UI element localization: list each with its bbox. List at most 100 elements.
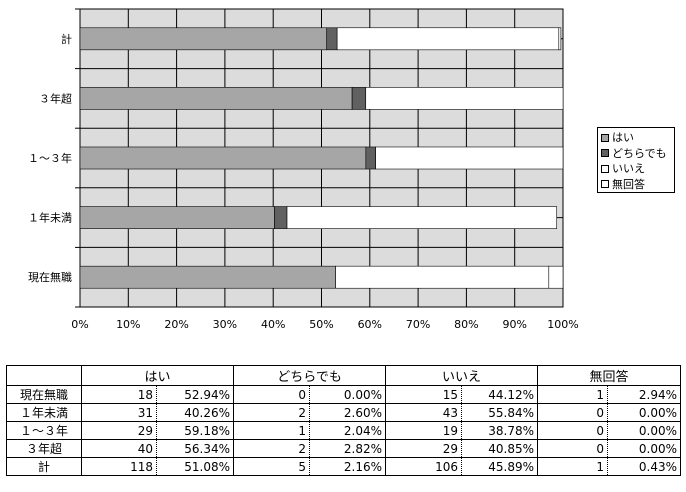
percent-cell: 52.94% [155, 385, 235, 404]
x-tick-label: 20% [164, 318, 188, 331]
x-tick-label: 50% [309, 318, 333, 331]
count-cell: 0 [233, 385, 310, 404]
count-cell: 31 [81, 403, 157, 422]
count-cell: 0 [537, 403, 608, 422]
x-tick-label: 60% [358, 318, 382, 331]
table-row: 現在無職 18 52.94% 0 0.00% 15 44.12% 1 2.94% [6, 385, 682, 404]
legend-swatch-no [601, 164, 609, 173]
bar-segment-3-1 [274, 206, 288, 229]
legend-label-no-answer: 無回答 [612, 177, 645, 191]
bar-segment-0-3 [558, 27, 562, 51]
row-label: １～３年 [6, 421, 82, 440]
x-tick-label: 90% [502, 318, 526, 331]
percent-cell: 56.34% [155, 439, 235, 458]
percent-cell: 45.89% [461, 457, 539, 476]
count-cell: 1 [537, 385, 608, 404]
bar-segment-2-2 [375, 146, 564, 170]
count-cell: 40 [81, 439, 157, 458]
header-no: いいえ [385, 365, 539, 386]
percent-cell: 40.26% [155, 403, 235, 422]
percent-cell: 0.00% [607, 403, 682, 422]
legend-swatch-yes [601, 133, 609, 142]
bar-segment-2-1 [365, 146, 376, 170]
table-header-row: はい どちらでも いいえ 無回答 [6, 365, 682, 386]
count-cell: 1 [233, 421, 310, 440]
count-cell: 43 [385, 403, 462, 422]
bar-segment-0-1 [326, 27, 338, 51]
y-tick-label: １～３年 [28, 151, 72, 165]
bar-segment-1-0 [79, 87, 353, 110]
table-row: １年未満 31 40.26% 2 2.60% 43 55.84% 0 0.00% [6, 403, 682, 422]
count-cell: 29 [81, 421, 157, 440]
legend-label-neutral: どちらでも [612, 146, 667, 160]
legend-label-yes: はい [612, 131, 634, 145]
row-label: １年未満 [6, 403, 82, 422]
legend-swatch-no-answer [601, 180, 609, 189]
count-cell: 1 [537, 457, 608, 476]
header-no-answer: 無回答 [537, 365, 682, 386]
bar-segment-0-2 [336, 27, 560, 51]
percent-cell: 38.78% [461, 421, 539, 440]
percent-cell: 0.00% [607, 421, 682, 440]
row-label: 計 [6, 457, 82, 476]
percent-cell: 2.60% [309, 403, 387, 422]
y-tick-marks [75, 8, 80, 308]
x-tick-label: 0% [71, 318, 88, 331]
percent-cell: 0.43% [607, 457, 682, 476]
count-cell: 2 [233, 403, 310, 422]
table-row: 計 118 51.08% 5 2.16% 106 45.89% 1 0.43% [6, 457, 682, 476]
bar-segment-4-2 [335, 265, 550, 289]
bar-segment-2-0 [79, 146, 367, 170]
bars [79, 27, 564, 289]
y-tick-label: 計 [61, 32, 72, 46]
legend-item-yes: はい [601, 130, 674, 146]
legend-item-no: いいえ [601, 161, 674, 177]
y-tick-label: ３年超 [39, 91, 72, 105]
percent-cell: 2.94% [607, 385, 682, 404]
table-corner [6, 365, 82, 386]
legend-label-no: いいえ [612, 162, 645, 176]
bar-segment-3-0 [79, 206, 275, 229]
row-label: 現在無職 [6, 385, 82, 404]
data-table: はい どちらでも いいえ 無回答 現在無職 18 52.94% 0 0.00% 15 44.… [6, 365, 682, 476]
percent-cell: 0.00% [607, 439, 682, 458]
count-cell: 19 [385, 421, 462, 440]
x-tick-label: 40% [261, 318, 285, 331]
bar-segment-4-3 [548, 265, 564, 289]
x-tick-label: 80% [454, 318, 478, 331]
x-tick-label: 70% [406, 318, 430, 331]
x-tick-labels: 0% 10% 20% 30% 40% 50% 60% 70% 80% 90% 100% [71, 318, 578, 331]
count-cell: 0 [537, 421, 608, 440]
row-label: ３年超 [6, 439, 82, 458]
bar-segment-4-0 [79, 265, 337, 289]
x-tick-label: 30% [213, 318, 237, 331]
bar-segment-0-0 [79, 27, 328, 51]
percent-cell: 51.08% [155, 457, 235, 476]
percent-cell: 2.82% [309, 439, 387, 458]
percent-cell: 44.12% [461, 385, 539, 404]
bar-segment-1-2 [365, 87, 564, 110]
count-cell: 5 [233, 457, 310, 476]
x-tick-label: 100% [547, 318, 578, 331]
header-yes: はい [80, 365, 235, 386]
y-tick-label: １年未満 [28, 211, 72, 225]
percent-cell: 2.04% [309, 421, 387, 440]
count-cell: 2 [233, 439, 310, 458]
header-neutral: どちらでも [233, 365, 387, 386]
x-tick-label: 10% [116, 318, 140, 331]
percent-cell: 40.85% [461, 439, 539, 458]
legend-swatch-neutral [601, 149, 609, 158]
percent-cell: 0.00% [309, 385, 387, 404]
table-row: ３年超 40 56.34% 2 2.82% 29 40.85% 0 0.00% [6, 439, 682, 458]
legend-item-neutral: どちらでも [601, 146, 674, 162]
percent-cell: 2.16% [309, 457, 387, 476]
table-row: １～３年 29 59.18% 1 2.04% 19 38.78% 0 0.00% [6, 421, 682, 440]
count-cell: 15 [385, 385, 462, 404]
count-cell: 0 [537, 439, 608, 458]
y-tick-label: 現在無職 [28, 270, 72, 284]
count-cell: 29 [385, 439, 462, 458]
count-cell: 118 [81, 457, 157, 476]
legend-item-no-answer: 無回答 [601, 177, 674, 193]
